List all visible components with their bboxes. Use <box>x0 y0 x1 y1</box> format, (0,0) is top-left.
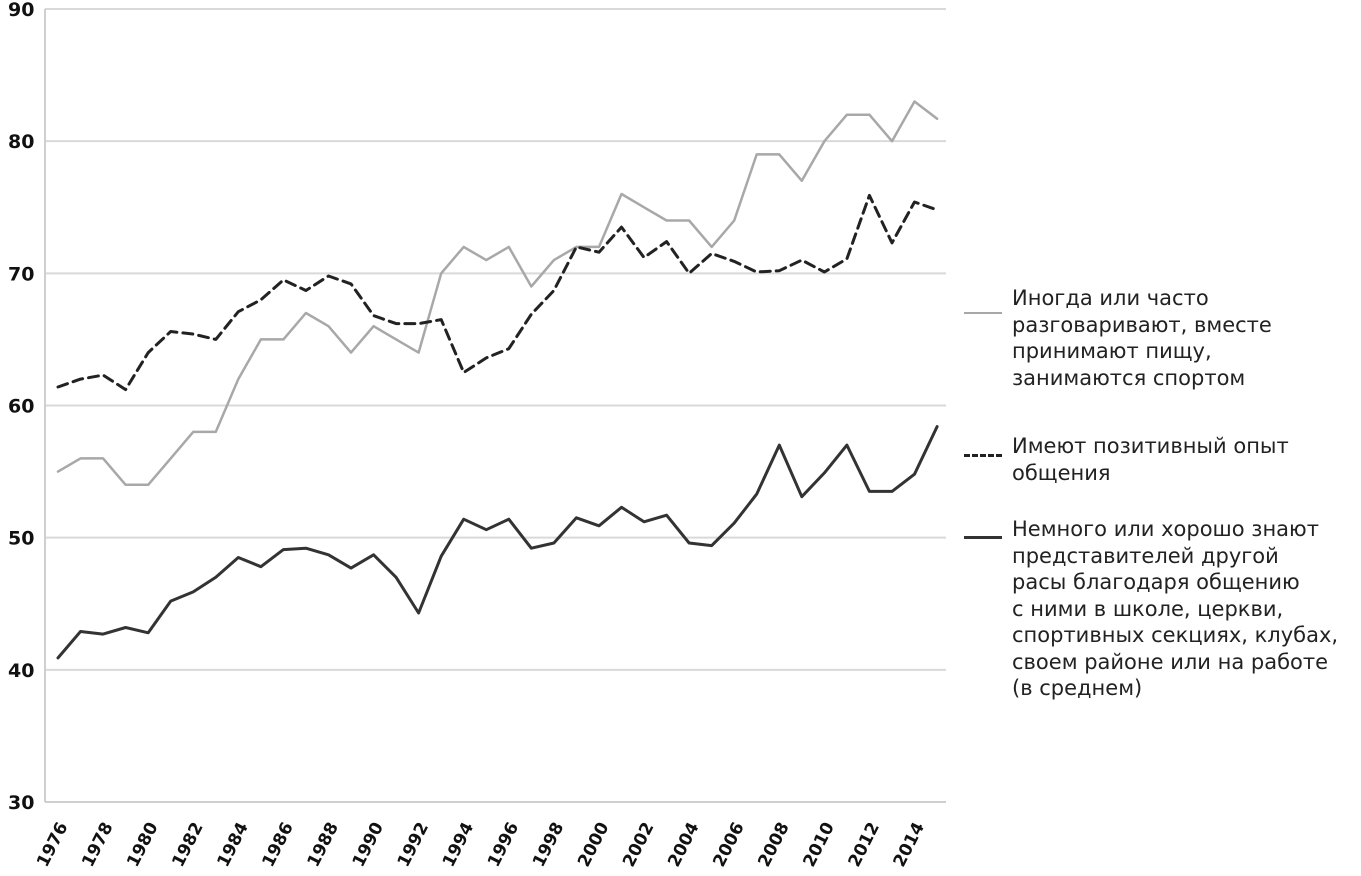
x-tick-label: 1982 <box>168 819 207 870</box>
y-tick-label: 60 <box>8 396 34 418</box>
x-tick-label: 1996 <box>484 819 523 870</box>
x-tick-label: 2012 <box>845 819 884 870</box>
x-tick-label: 1984 <box>213 819 252 870</box>
x-tick-label: 1994 <box>439 819 478 870</box>
x-tick-label: 2002 <box>619 819 658 870</box>
legend-label-conversation: Иногда или часто разговаривают, вместе п… <box>1012 286 1272 390</box>
y-tick-label: 50 <box>8 528 34 550</box>
x-tick-label: 1976 <box>33 819 72 870</box>
x-tick-label: 1986 <box>259 819 298 870</box>
x-tick-label: 2006 <box>709 819 748 870</box>
legend: Иногда или часто разговаривают, вместе п… <box>962 0 1361 872</box>
x-tick-label: 1978 <box>78 819 117 870</box>
y-tick-label: 80 <box>8 131 34 153</box>
legend-label-know-other-race: Немного или хорошо знают представителей … <box>1012 517 1339 700</box>
series-line-2 <box>56 193 939 392</box>
legend-label-positive-experience: Имеют позитивный опыт общения <box>1012 434 1289 485</box>
x-tick-label: 2004 <box>664 819 703 870</box>
y-tick-label: 70 <box>8 263 34 285</box>
x-tick-label: 2000 <box>574 819 613 870</box>
legend-swatch-solid-dark <box>964 536 1002 539</box>
series-line-3 <box>56 425 939 660</box>
x-tick-label: 1980 <box>123 819 162 870</box>
x-tick-label: 1992 <box>394 819 433 870</box>
y-tick-label: 90 <box>8 0 34 21</box>
legend-swatch-dashed <box>964 454 1002 457</box>
legend-swatch-solid-gray <box>964 312 1002 314</box>
x-tick-label: 2010 <box>800 819 839 870</box>
x-tick-label: 2014 <box>890 819 929 870</box>
y-tick-label: 40 <box>8 660 34 682</box>
y-tick-label: 30 <box>8 792 34 814</box>
x-tick-label: 1988 <box>304 819 343 870</box>
x-tick-label: 1990 <box>349 819 388 870</box>
series-line-1 <box>56 100 939 487</box>
x-tick-label: 1998 <box>529 819 568 870</box>
x-tick-label: 2008 <box>754 819 793 870</box>
